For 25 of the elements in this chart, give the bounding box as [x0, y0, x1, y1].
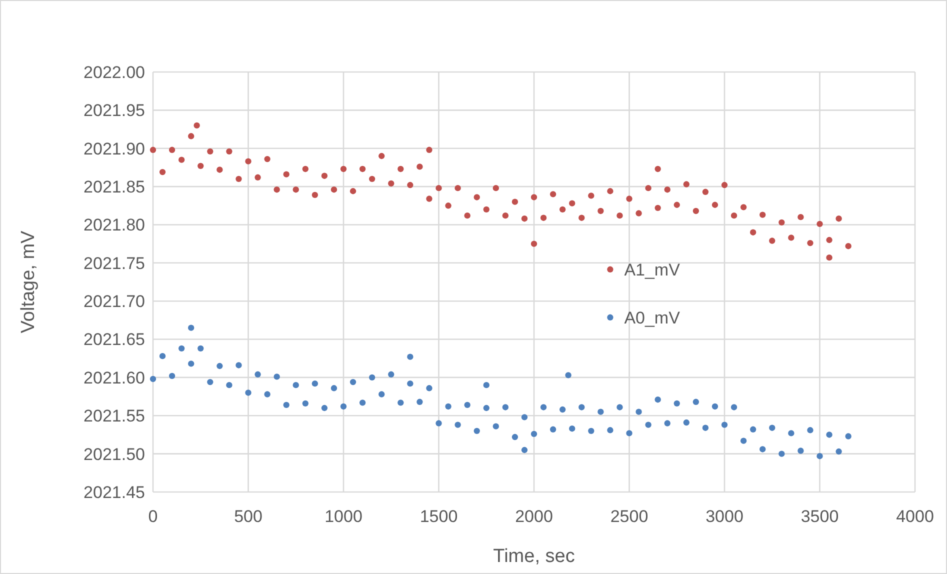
x-tick-label: 500 [234, 507, 262, 526]
y-tick-label: 2021.45 [84, 482, 145, 502]
y-tick-label: 2022.00 [84, 62, 145, 82]
x-tick-label: 1500 [420, 507, 458, 526]
x-tick-label: 0 [148, 507, 158, 526]
y-tick-label: 2021.70 [84, 292, 145, 312]
legend-label: A0_mV [624, 308, 681, 328]
y-tick-label: 2021.65 [84, 330, 145, 350]
y-tick-label: 2021.80 [84, 216, 145, 235]
y-tick-label: 2021.55 [84, 406, 145, 426]
y-tick-label: 2021.50 [84, 444, 145, 464]
x-tick-label: 2500 [610, 507, 648, 526]
x-tick-label: 3500 [800, 507, 839, 526]
y-axis-title: Voltage, mV [18, 230, 39, 334]
x-tick-label: 4000 [896, 507, 934, 526]
x-tick-label: 1000 [324, 507, 362, 526]
y-tick-label: 2021.60 [84, 368, 145, 388]
y-tick-label: 2021.85 [84, 177, 145, 196]
x-tick-label: 2000 [515, 507, 553, 526]
x-tick-label: 3000 [706, 507, 744, 526]
legend-label: A1_mV [624, 260, 681, 280]
x-axis-title: Time, sec [493, 546, 575, 567]
y-tick-label: 2021.90 [84, 139, 145, 158]
y-tick-label: 2021.75 [84, 254, 145, 273]
y-tick-label: 2021.95 [84, 101, 145, 120]
